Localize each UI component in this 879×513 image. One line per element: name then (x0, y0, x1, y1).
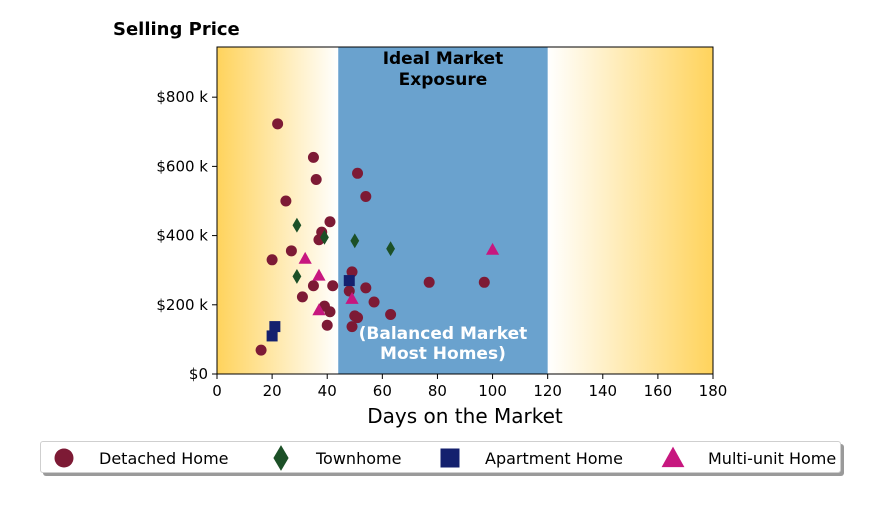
background-gradient-left (217, 47, 339, 374)
x-tick-label: 40 (318, 382, 337, 400)
series-townhome (292, 217, 395, 284)
y-tick-label: $200 k (156, 296, 208, 314)
x-tick-label: 60 (373, 382, 392, 400)
legend-marker-circle-icon (54, 448, 74, 468)
data-point (485, 242, 500, 255)
x-tick-label: 180 (699, 382, 728, 400)
data-point (296, 291, 308, 303)
data-point (266, 330, 278, 342)
data-point (386, 241, 395, 257)
data-point (324, 306, 336, 318)
data-point (321, 319, 333, 331)
legend-label: Detached Home (99, 448, 229, 468)
legend-label: Townhome (316, 448, 402, 468)
data-point (307, 280, 319, 292)
data-point (324, 216, 336, 228)
data-point (360, 282, 372, 294)
series-multi-unit-home (298, 242, 500, 316)
data-point (269, 321, 281, 333)
x-tick-label: 0 (212, 382, 222, 400)
legend-marker (54, 448, 74, 468)
data-point (345, 291, 359, 304)
x-tick-label: 160 (644, 382, 673, 400)
band-bottom-label: (Balanced Market Most Homes) (359, 324, 528, 364)
x-tick-label: 100 (478, 382, 507, 400)
legend-marker-diamond-icon (273, 445, 289, 471)
band-top-label: Ideal Market Exposure (383, 49, 504, 90)
data-point (310, 174, 322, 186)
chart-title: Selling Price (113, 19, 240, 40)
legend-label: Apartment Home (485, 448, 623, 468)
data-point (346, 266, 358, 278)
series-detached-home (255, 118, 490, 356)
data-point (346, 321, 358, 333)
x-tick-label: 80 (428, 382, 447, 400)
legend-item: Multi-unit Home (658, 442, 836, 474)
ideal-exposure-band (338, 47, 548, 374)
data-point (312, 303, 326, 316)
data-point (327, 280, 339, 292)
legend-marker (661, 446, 685, 468)
legend-item: Apartment Home (435, 442, 623, 474)
legend-marker (273, 445, 289, 471)
data-point (320, 229, 329, 245)
legend-item: Detached Home (49, 442, 229, 474)
data-point (285, 245, 297, 257)
data-point (368, 296, 380, 308)
legend: Detached Home Townhome Apartment Home Multi… (40, 441, 841, 473)
data-point (255, 344, 267, 356)
background-gradient-right (547, 47, 713, 374)
legend-marker (440, 448, 460, 468)
legend-item: Townhome (266, 442, 401, 474)
data-point (350, 233, 360, 249)
data-point (272, 118, 284, 130)
data-point (478, 276, 490, 288)
y-tick-label: $0 (189, 365, 208, 383)
y-tick-label: $800 k (156, 88, 208, 106)
data-point (292, 268, 302, 284)
y-tick-label: $400 k (156, 227, 208, 245)
data-point (385, 308, 397, 320)
data-point (307, 151, 319, 163)
series-apartment-home (266, 275, 355, 342)
data-point (280, 195, 292, 207)
data-point (298, 251, 312, 264)
plot-frame (216, 46, 714, 375)
data-point (352, 167, 364, 179)
data-point (360, 190, 372, 202)
x-tick-label: 140 (588, 382, 617, 400)
data-point (266, 254, 278, 266)
legend-label: Multi-unit Home (708, 448, 837, 468)
data-point (312, 268, 326, 281)
data-point (292, 217, 302, 233)
data-point (352, 312, 364, 324)
data-point (423, 276, 435, 288)
legend-marker-triangle-icon (661, 446, 685, 468)
x-axis-label: Days on the Market (367, 404, 563, 428)
data-point (343, 275, 355, 287)
x-tick-label: 20 (263, 382, 282, 400)
x-tick-label: 120 (533, 382, 562, 400)
y-tick-label: $600 k (156, 157, 208, 175)
legend-marker-square-icon (440, 448, 460, 468)
